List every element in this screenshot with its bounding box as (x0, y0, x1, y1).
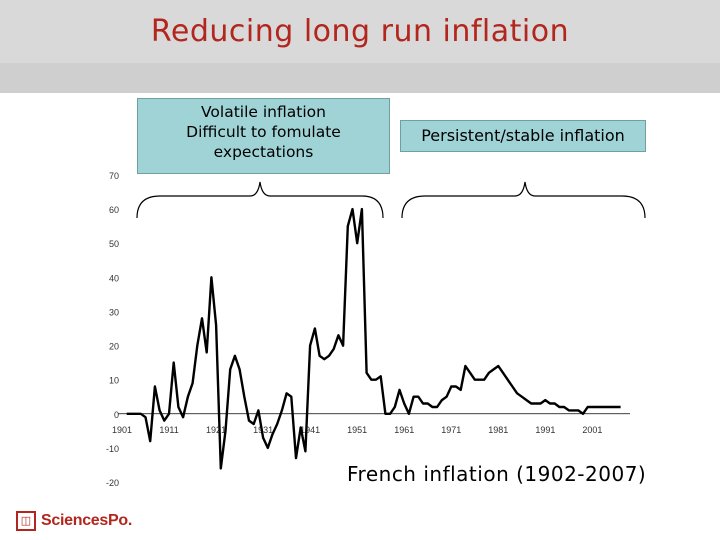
x-tick-label: 2001 (582, 425, 602, 435)
chart-caption: French inflation (1902-2007) (345, 462, 649, 486)
callout-line-2: Difficult to fomulate (186, 123, 341, 141)
y-tick-label: 10 (109, 376, 119, 386)
subtitle-bar (0, 63, 720, 93)
logo-text: SciencesPo. (41, 512, 132, 529)
x-tick-label: 1951 (347, 425, 367, 435)
sciencespo-logo: ◫ SciencesPo. (16, 510, 132, 532)
x-tick-label: 1931 (253, 425, 273, 435)
x-tick-label: 1911 (159, 425, 178, 435)
y-tick-label: 50 (109, 239, 119, 249)
y-tick-label: 20 (109, 342, 119, 352)
brace-right (401, 181, 646, 219)
y-tick-label: 70 (109, 171, 119, 181)
callout-line-3: expectations (213, 143, 314, 161)
slide-title: Reducing long run inflation (150, 14, 570, 49)
y-tick-label: 0 (114, 410, 119, 420)
series-line (126, 207, 621, 470)
x-tick-label: 1971 (441, 425, 461, 435)
y-tick-label: 30 (109, 307, 119, 317)
callout-line-1: Volatile inflation (201, 103, 326, 121)
callout-volatile: Volatile inflation Difficult to fomulate… (137, 98, 390, 174)
x-tick-label: 1941 (300, 425, 320, 435)
x-tick-label: 1901 (112, 425, 132, 435)
brace-left (136, 181, 384, 219)
callout-persistent: Persistent/stable inflation (400, 120, 646, 152)
x-tick-label: 1981 (488, 425, 508, 435)
x-tick-label: 1921 (206, 425, 226, 435)
y-tick-label: 60 (109, 205, 119, 215)
x-tick-label: 1961 (394, 425, 414, 435)
y-tick-label: -10 (106, 444, 119, 454)
x-tick-label: 1991 (535, 425, 555, 435)
title-bar (0, 0, 720, 63)
y-tick-label: -20 (106, 478, 119, 488)
logo-mark-icon: ◫ (16, 511, 36, 531)
y-tick-label: 40 (109, 273, 119, 283)
